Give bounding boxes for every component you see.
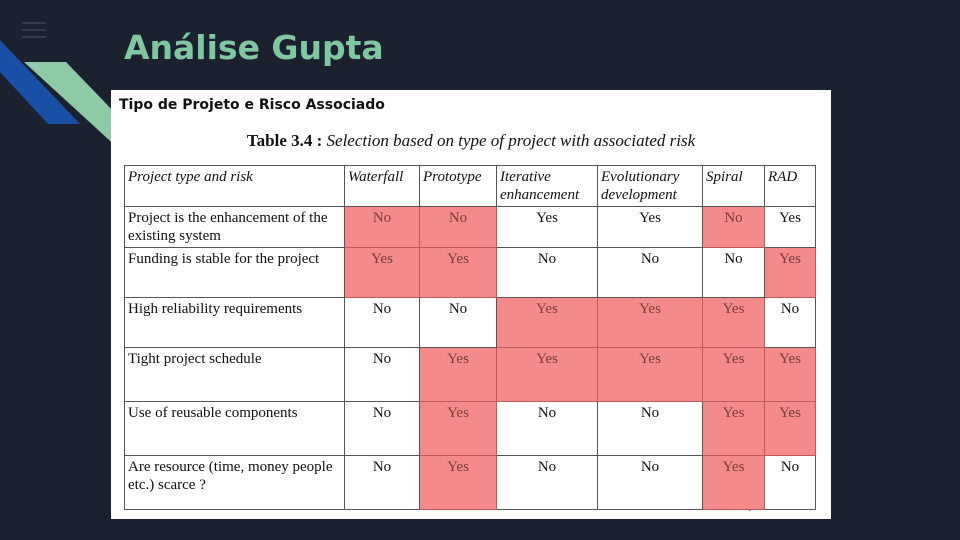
table-cell: No <box>764 455 816 510</box>
table-cell: No <box>344 206 420 248</box>
header-cell: Evolutionary development <box>597 165 703 207</box>
corner-decoration <box>0 40 120 150</box>
table-cell: Yes <box>764 206 816 248</box>
table-row: Funding is stable for the project Yes Yes N… <box>124 247 816 298</box>
table-cell: Yes <box>702 297 765 348</box>
table-cell: Yes <box>597 206 703 248</box>
row-label: Tight project schedule <box>124 347 345 402</box>
caption-text: Selection based on type of project with … <box>326 131 696 150</box>
caption-label: Table 3.4 : <box>246 131 323 150</box>
table-cell: No <box>597 401 703 456</box>
table-image-panel: Tipo de Projeto e Risco Associado Table … <box>111 90 831 519</box>
table-row: Tight project schedule No Yes Yes Yes Yes Yes <box>124 347 816 402</box>
header-cell: Waterfall <box>344 165 420 207</box>
table-row: Project is the enhancement of the existi… <box>124 206 816 248</box>
table-cell: No <box>702 247 765 298</box>
table-row: Are resource (time, money people etc.) s… <box>124 455 816 510</box>
table-cell: No <box>496 455 598 510</box>
table-header-row: Project type and risk Waterfall Prototyp… <box>124 165 816 207</box>
table-cell: No <box>344 297 420 348</box>
table-cell: No <box>419 206 497 248</box>
table-cell: No <box>496 401 598 456</box>
table-cell: Yes <box>702 401 765 456</box>
table-cell: No <box>597 455 703 510</box>
panel-heading: Tipo de Projeto e Risco Associado <box>119 97 385 113</box>
table-cell: Yes <box>344 247 420 298</box>
table-cell: No <box>419 297 497 348</box>
table-row: High reliability requirements No No Yes Yes Y… <box>124 297 816 348</box>
table-cell: Yes <box>597 347 703 402</box>
table-cell: No <box>344 347 420 402</box>
table-cell: Yes <box>419 455 497 510</box>
table-cell: Yes <box>496 297 598 348</box>
table-cell: Yes <box>496 206 598 248</box>
table-cell: No <box>702 206 765 248</box>
row-label: Project is the enhancement of the existi… <box>124 206 345 248</box>
header-cell: Project type and risk <box>124 165 345 207</box>
table-cell: Yes <box>419 247 497 298</box>
table-cell: Yes <box>764 401 816 456</box>
table-cell: No <box>764 297 816 348</box>
table-body: Project is the enhancement of the existi… <box>124 206 816 510</box>
slide-title: Análise Gupta <box>124 28 384 67</box>
row-label: High reliability requirements <box>124 297 345 348</box>
scan-mark: - <box>748 505 751 515</box>
table-caption: Table 3.4 : Selection based on type of p… <box>111 131 831 151</box>
header-cell: Prototype <box>419 165 497 207</box>
table-cell: Yes <box>702 455 765 510</box>
table-cell: No <box>496 247 598 298</box>
header-cell: RAD <box>764 165 816 207</box>
table-cell: No <box>344 455 420 510</box>
table-cell: Yes <box>496 347 598 402</box>
table-cell: Yes <box>597 297 703 348</box>
table-cell: No <box>344 401 420 456</box>
table-cell: Yes <box>764 247 816 298</box>
table-cell: Yes <box>764 347 816 402</box>
selection-table: Project type and risk Waterfall Prototyp… <box>124 165 816 510</box>
row-label: Funding is stable for the project <box>124 247 345 298</box>
header-cell: Iterative enhancement <box>496 165 598 207</box>
row-label: Are resource (time, money people etc.) s… <box>124 455 345 510</box>
header-cell: Spiral <box>702 165 765 207</box>
menu-icon[interactable] <box>22 22 46 40</box>
table-cell: No <box>597 247 703 298</box>
table-cell: Yes <box>419 401 497 456</box>
row-label: Use of reusable components <box>124 401 345 456</box>
table-cell: Yes <box>702 347 765 402</box>
table-row: Use of reusable components No Yes No No Yes Ye… <box>124 401 816 456</box>
table-cell: Yes <box>419 347 497 402</box>
